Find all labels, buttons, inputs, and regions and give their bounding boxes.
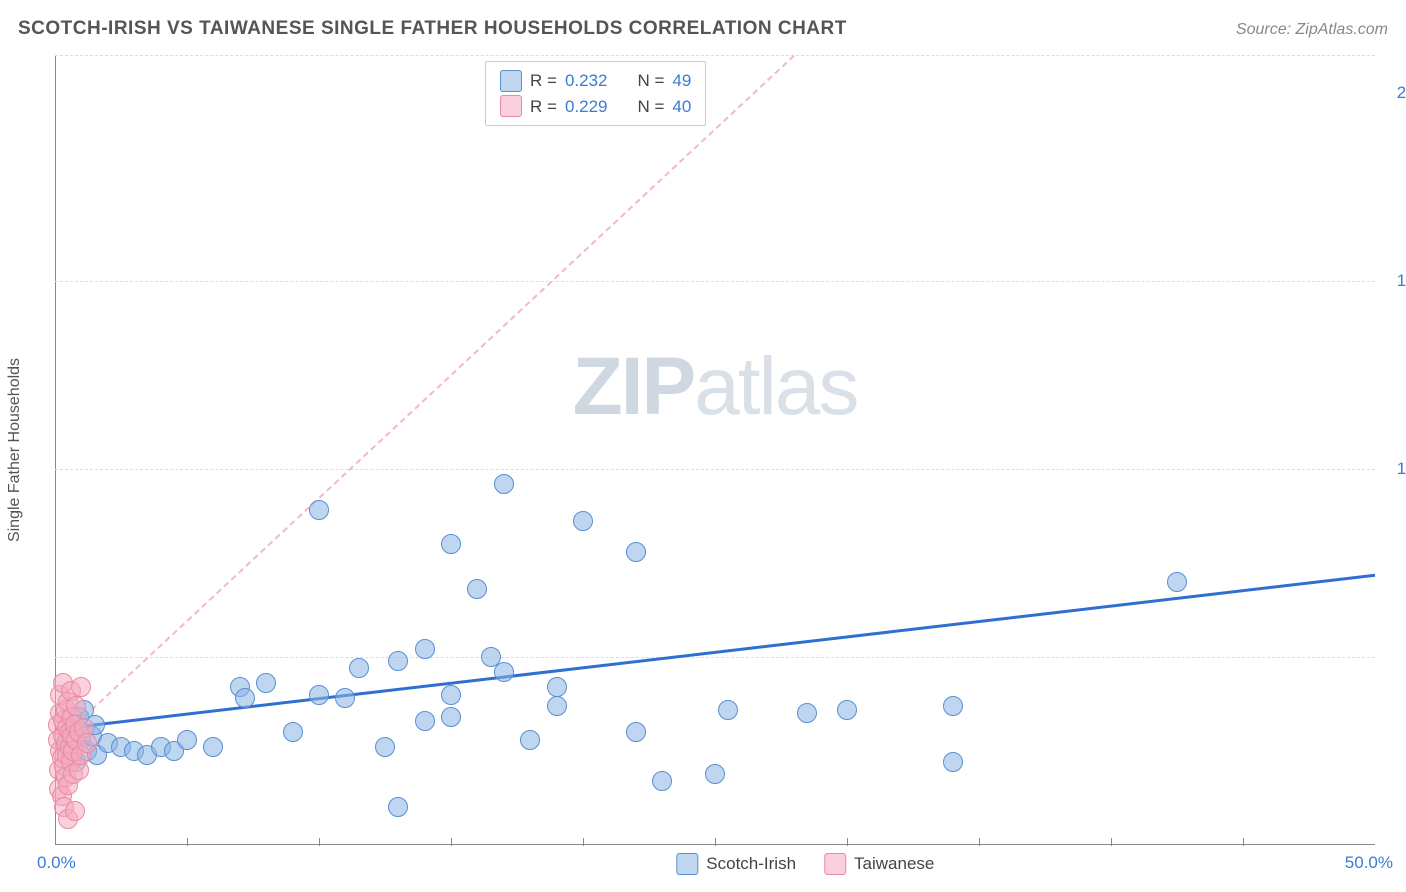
stats-r-value: 0.229: [565, 94, 608, 120]
stats-r-label: R =: [530, 94, 557, 120]
data-point-scotch-irish: [309, 685, 329, 705]
y-tick-label: 10.0%: [1397, 459, 1406, 479]
x-tick: [1243, 838, 1244, 846]
data-point-scotch-irish: [943, 696, 963, 716]
data-point-scotch-irish: [547, 696, 567, 716]
source-name: ZipAtlas.com: [1296, 21, 1388, 38]
data-point-taiwanese: [65, 801, 85, 821]
data-point-scotch-irish: [837, 700, 857, 720]
data-point-scotch-irish: [494, 474, 514, 494]
legend-swatch: [824, 853, 846, 875]
data-point-scotch-irish: [388, 651, 408, 671]
chart-header: SCOTCH-IRISH VS TAIWANESE SINGLE FATHER …: [18, 18, 1388, 40]
data-point-scotch-irish: [415, 639, 435, 659]
data-point-scotch-irish: [283, 722, 303, 742]
data-point-scotch-irish: [349, 658, 369, 678]
x-tick: [319, 838, 320, 846]
data-point-taiwanese: [71, 677, 91, 697]
legend-swatch: [676, 853, 698, 875]
x-tick: [979, 838, 980, 846]
stats-n-label: N =: [637, 94, 664, 120]
data-point-scotch-irish: [547, 677, 567, 697]
legend-swatch: [500, 95, 522, 117]
data-point-scotch-irish: [573, 511, 593, 531]
series-legend: Scotch-Irish Taiwanese: [676, 853, 934, 875]
legend-label: Scotch-Irish: [706, 854, 796, 874]
stats-legend-row: R = 0.232 N = 49: [500, 68, 691, 94]
x-origin-label: 0.0%: [37, 853, 76, 873]
data-point-scotch-irish: [375, 737, 395, 757]
data-point-scotch-irish: [705, 764, 725, 784]
stats-r-label: R =: [530, 68, 557, 94]
stats-legend-row: R = 0.229 N = 40: [500, 94, 691, 120]
source-attribution: Source: ZipAtlas.com: [1236, 21, 1388, 39]
y-axis-label: Single Father Households: [6, 358, 24, 542]
legend-item: Taiwanese: [824, 853, 934, 875]
data-point-scotch-irish: [520, 730, 540, 750]
legend-swatch: [500, 70, 522, 92]
chart-container: Single Father Households ZIPatlas 0.0% 5…: [55, 55, 1375, 845]
data-point-scotch-irish: [797, 703, 817, 723]
data-point-scotch-irish: [718, 700, 738, 720]
x-tick: [451, 838, 452, 846]
data-point-scotch-irish: [235, 688, 255, 708]
grid-line: [55, 55, 1375, 56]
x-tick: [1111, 838, 1112, 846]
data-point-scotch-irish: [309, 500, 329, 520]
y-tick-label: 20.0%: [1397, 83, 1406, 103]
data-point-scotch-irish: [467, 579, 487, 599]
watermark-rest: atlas: [694, 341, 857, 432]
data-point-scotch-irish: [388, 797, 408, 817]
x-max-label: 50.0%: [1345, 853, 1393, 873]
data-point-scotch-irish: [626, 722, 646, 742]
data-point-scotch-irish: [441, 534, 461, 554]
legend-item: Scotch-Irish: [676, 853, 796, 875]
data-point-scotch-irish: [203, 737, 223, 757]
data-point-scotch-irish: [626, 542, 646, 562]
y-tick-label: 15.0%: [1397, 271, 1406, 291]
data-point-scotch-irish: [441, 685, 461, 705]
data-point-scotch-irish: [1167, 572, 1187, 592]
grid-line: [55, 469, 1375, 470]
data-point-scotch-irish: [335, 688, 355, 708]
x-tick: [715, 838, 716, 846]
data-point-scotch-irish: [441, 707, 461, 727]
data-point-scotch-irish: [415, 711, 435, 731]
grid-line: [55, 657, 1375, 658]
source-prefix: Source:: [1236, 21, 1296, 38]
data-point-scotch-irish: [943, 752, 963, 772]
stats-n-value: 40: [672, 94, 691, 120]
watermark: ZIPatlas: [573, 340, 858, 434]
watermark-bold: ZIP: [573, 341, 695, 432]
data-point-scotch-irish: [652, 771, 672, 791]
x-tick: [583, 838, 584, 846]
trend-line-scotch-irish: [55, 574, 1375, 731]
x-tick: [187, 838, 188, 846]
data-point-scotch-irish: [494, 662, 514, 682]
data-point-taiwanese: [77, 733, 97, 753]
plot-area: ZIPatlas 0.0% 50.0% 5.0%10.0%15.0%20.0%: [55, 55, 1375, 845]
stats-n-value: 49: [672, 68, 691, 94]
data-point-scotch-irish: [256, 673, 276, 693]
stats-n-label: N =: [637, 68, 664, 94]
data-point-scotch-irish: [177, 730, 197, 750]
stats-legend: R = 0.232 N = 49 R = 0.229 N = 40: [485, 61, 706, 126]
legend-label: Taiwanese: [854, 854, 934, 874]
data-point-taiwanese: [66, 696, 86, 716]
grid-line: [55, 281, 1375, 282]
stats-r-value: 0.232: [565, 68, 608, 94]
x-tick: [847, 838, 848, 846]
chart-title: SCOTCH-IRISH VS TAIWANESE SINGLE FATHER …: [18, 18, 847, 40]
